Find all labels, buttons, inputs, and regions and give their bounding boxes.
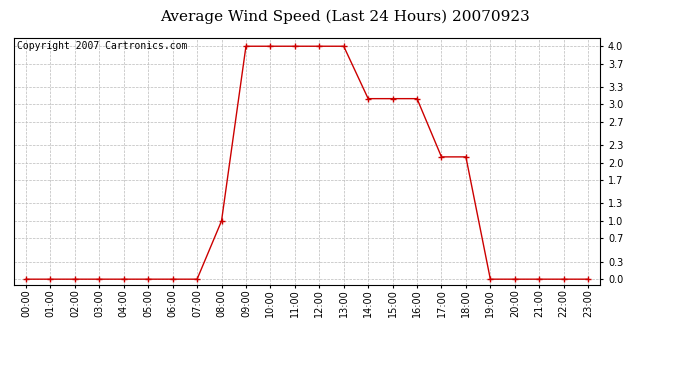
Text: Copyright 2007 Cartronics.com: Copyright 2007 Cartronics.com <box>17 41 187 51</box>
Text: Average Wind Speed (Last 24 Hours) 20070923: Average Wind Speed (Last 24 Hours) 20070… <box>160 9 530 24</box>
